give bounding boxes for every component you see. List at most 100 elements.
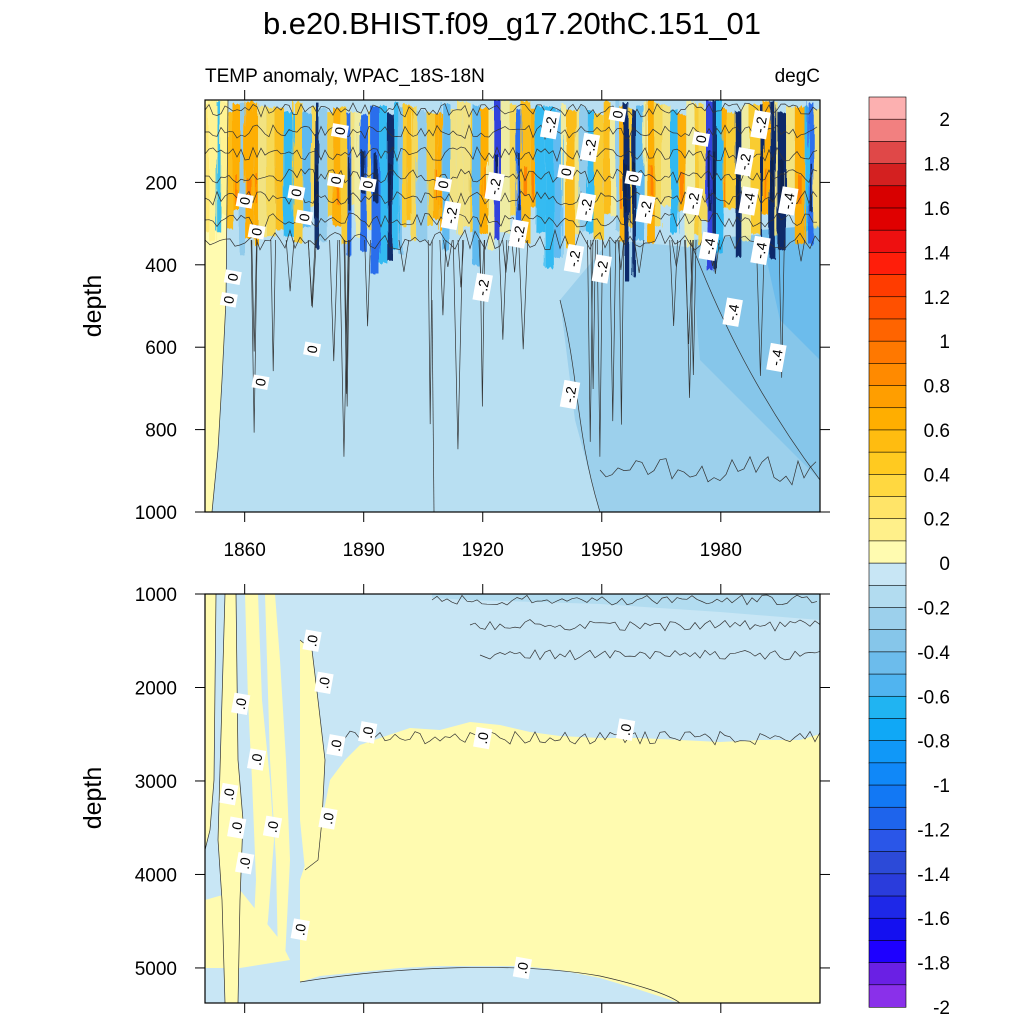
bottom-y-tick-label: 1000 [135, 585, 177, 606]
top-contour-spike [427, 239, 433, 425]
bottom-contour-label-text: .0 [617, 722, 635, 736]
top-x-tick-label: 1890 [343, 540, 385, 561]
bottom-contour-label: .0 [512, 956, 533, 980]
bottom-contour-label: .0 [314, 671, 334, 695]
thermocline-stripe [456, 100, 463, 235]
bottom-contour-label: .0 [290, 918, 310, 941]
top-contour-label-box [750, 235, 771, 266]
top-contour-label-text: 0 [359, 179, 376, 190]
thermocline-stripe [500, 100, 510, 233]
colorbar-swatch [868, 540, 907, 564]
thermocline-stripe [302, 112, 311, 228]
thermocline-warm-core [723, 176, 726, 207]
thermocline-stripe [813, 109, 820, 229]
top-contour-label-box [778, 186, 799, 216]
top-contour-label-text: -.4 [723, 303, 742, 322]
top-contour-spike [457, 239, 465, 288]
bottom-y-tick-label: 3000 [135, 772, 177, 793]
thermocline-stripe [462, 102, 470, 226]
bottom-contour-line [329, 730, 820, 746]
top-y-ticks: 200 400 600 800 1000 [135, 173, 830, 524]
top-contour-label-box [624, 170, 643, 187]
top-contour-mid [559, 299, 601, 512]
top-contour-label: -.2 [734, 147, 755, 177]
thermocline-warm-core [680, 172, 684, 203]
top-contour-spike [609, 239, 617, 422]
thermocline-stripe [411, 106, 418, 241]
top-contour-label-box [472, 272, 493, 303]
colorbar-swatch [868, 296, 907, 320]
thermocline-warm-core [255, 173, 257, 204]
top-contour-label-box [251, 374, 270, 390]
thermocline-stripe [442, 103, 450, 251]
thermocline-stripe [326, 112, 334, 217]
top-contour-label: 0 [303, 341, 322, 358]
thermocline-stripe [575, 108, 579, 235]
top-contour-label-text: -.2 [541, 115, 560, 134]
bottom-contour-label-text: .0 [291, 922, 309, 936]
thermocline-stripe [554, 109, 563, 258]
bottom-zone-warm-strip-4 [265, 594, 290, 960]
top-ylabel: depth [79, 275, 107, 338]
colorbar-swatch [868, 607, 907, 631]
thermocline-stripe [670, 109, 679, 233]
top-zone-right-deep [760, 225, 820, 360]
top-contour-spike [250, 239, 258, 433]
top-contour-label-text: -.2 [565, 249, 584, 268]
top-contour-label-text: -.2 [593, 259, 612, 278]
top-contour-label-box [682, 186, 704, 216]
top-contour-label: -.2 [539, 110, 561, 140]
thermocline-warm-core [649, 165, 653, 196]
bottom-contour-line [431, 594, 818, 606]
thermocline-stripe [407, 106, 412, 221]
bottom-contour-label-text: .0 [248, 752, 266, 766]
chart-right-string: degC [775, 66, 820, 87]
top-contour-label-text: 0 [625, 173, 642, 184]
colorbar-label: -0.6 [917, 687, 950, 708]
thermocline-stripe [275, 107, 284, 230]
thermocline-stripe [587, 110, 594, 233]
chart-left-string: TEMP anomaly, WPAC_18S-18N [205, 66, 485, 87]
top-contour-spike [439, 239, 447, 316]
top-contour-label-text: -.4 [739, 191, 758, 210]
top-contour-label: -.2 [591, 254, 613, 284]
top-contour-spike [398, 239, 410, 272]
top-contour-label-box [223, 269, 242, 285]
thermocline-stripe [774, 101, 778, 237]
bottom-contour-label-text: .0 [232, 696, 250, 710]
top-contour-label-text: 0 [435, 179, 452, 190]
thermocline-stripe [593, 114, 604, 240]
top-y-tick-label: 600 [145, 338, 177, 359]
top-contour-label-text: -.2 [509, 224, 528, 243]
thermocline-core [347, 157, 351, 210]
top-contour-spike [690, 239, 697, 376]
top-contour-label-box [691, 131, 711, 147]
top-contour-label-text: -.2 [442, 206, 461, 225]
top-contour-label: 0 [295, 209, 314, 226]
bottom-contour-label: .0 [358, 721, 378, 744]
top-contour-spike [755, 239, 765, 376]
top-contour-label-box [563, 243, 585, 274]
top-y-tick-label: 1000 [135, 503, 177, 524]
top-x-tick-label: 1860 [224, 540, 266, 561]
top-y-tick-label: 400 [145, 256, 177, 277]
colorbar-swatch [868, 141, 907, 165]
bottom-contour-label-box [512, 956, 533, 980]
top-frame [204, 99, 821, 513]
colorbar-swatch [868, 340, 907, 364]
top-contour-label: -.2 [559, 379, 581, 410]
top-contour-label: 0 [358, 176, 377, 193]
colorbar-swatch [868, 984, 907, 1008]
thermocline-stripe [697, 102, 703, 246]
bottom-zone-warm-main [300, 722, 820, 1003]
thermocline-stripe [685, 100, 695, 247]
thermocline-stripe [433, 113, 439, 220]
bottom-contour-label: .0 [318, 807, 338, 830]
thermocline-stripe [509, 104, 517, 217]
colorbar-swatch [868, 429, 907, 453]
thermocline-stripe [469, 111, 473, 232]
thermocline-stripe [417, 110, 427, 241]
thermocline-stripe [726, 112, 736, 209]
thermocline-stripe [293, 102, 303, 243]
top-contour-label: -.2 [484, 171, 505, 202]
